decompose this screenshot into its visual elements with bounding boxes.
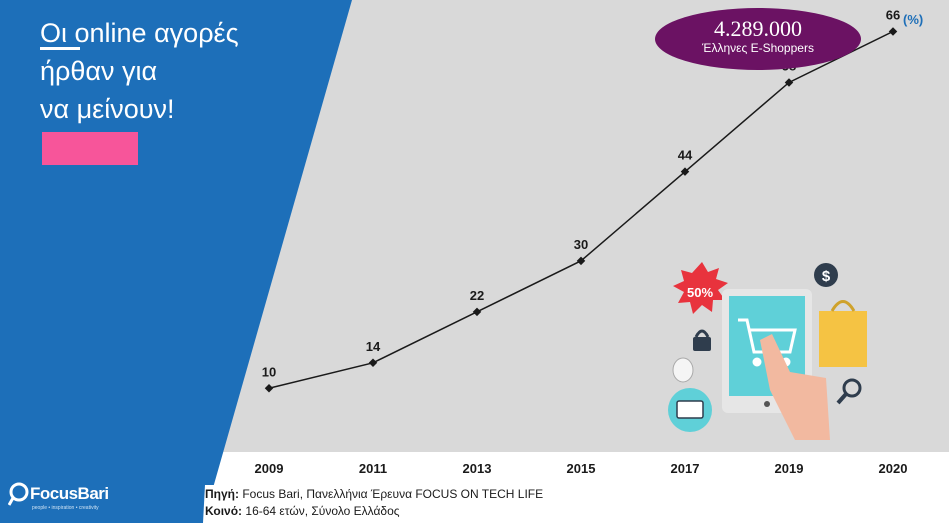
sample-text: 16-64 ετών, Σύνολο Ελλάδος bbox=[245, 504, 400, 518]
panel-title-line-3: να μείνουν! bbox=[40, 94, 175, 124]
data-point-2011 bbox=[368, 358, 378, 368]
source-label: Πηγή: bbox=[205, 487, 239, 501]
mouse-icon bbox=[672, 357, 694, 383]
data-label-2015: 30 bbox=[574, 237, 588, 252]
footer-notes: Πηγή: Focus Bari, Πανελλήνια Έρευνα FOCU… bbox=[205, 486, 543, 520]
data-point-2013 bbox=[472, 307, 482, 317]
x-tick-label-2013: 2013 bbox=[463, 461, 492, 476]
lock-icon bbox=[693, 337, 711, 351]
pink-accent-box bbox=[42, 132, 138, 165]
panel-title-line-2: ήρθαν για bbox=[40, 56, 158, 86]
x-tick-label-2011: 2011 bbox=[359, 461, 387, 476]
footer-area bbox=[203, 485, 949, 523]
data-point-2015 bbox=[576, 256, 586, 266]
data-label-2017: 44 bbox=[678, 148, 693, 163]
x-tick-label-2019: 2019 bbox=[775, 461, 804, 476]
data-label-2020: 66 bbox=[886, 7, 900, 22]
x-axis-tick-labels: 2009 2011 2013 2015 2017 2019 2020 bbox=[255, 461, 908, 476]
logo-name: FocusBari bbox=[30, 484, 109, 503]
title-underline bbox=[40, 47, 80, 50]
data-label-2011: 14 bbox=[366, 339, 381, 354]
sample-label: Κοινό: bbox=[205, 504, 243, 518]
data-label-2013: 22 bbox=[470, 288, 484, 303]
focusbari-logo: FocusBari people • inspiration • creativ… bbox=[7, 482, 109, 513]
e-shoppers-count: 4.289.000 bbox=[714, 16, 802, 41]
data-label-2009: 10 bbox=[262, 364, 276, 379]
e-shoppers-badge: 4.289.000 Έλληνες E-Shoppers bbox=[655, 8, 861, 70]
shopping-bag-icon bbox=[819, 311, 867, 367]
blue-side-panel bbox=[0, 0, 352, 523]
e-shoppers-label: Έλληνες E-Shoppers bbox=[702, 41, 814, 55]
data-point-2009 bbox=[264, 384, 274, 393]
source-text: Focus Bari, Πανελλήνια Έρευνα FOCUS ON T… bbox=[242, 487, 544, 501]
discount-burst-icon bbox=[673, 262, 728, 314]
discount-label: 50% bbox=[687, 285, 713, 300]
panel-title: Οι online αγορές ήρθαν για να μείνουν! bbox=[40, 14, 239, 128]
logo-tagline: people • inspiration • creativity bbox=[32, 505, 99, 511]
dollar-icon bbox=[814, 263, 838, 287]
hand-icon bbox=[760, 334, 830, 440]
data-labels: 10142230445866 bbox=[262, 7, 900, 379]
svg-text:$: $ bbox=[822, 268, 831, 285]
shopping-illustration: 50% $ bbox=[668, 262, 867, 440]
x-tick-label-2017: 2017 bbox=[671, 461, 700, 476]
unit-label: (%) bbox=[903, 12, 924, 27]
logo-magnifier-icon bbox=[7, 482, 29, 506]
magnifier-icon bbox=[842, 378, 862, 398]
x-tick-label-2020: 2020 bbox=[879, 461, 908, 476]
x-tick-label-2015: 2015 bbox=[567, 461, 596, 476]
panel-title-line-1: Οι online αγορές bbox=[40, 18, 239, 48]
x-tick-label-2009: 2009 bbox=[255, 461, 284, 476]
